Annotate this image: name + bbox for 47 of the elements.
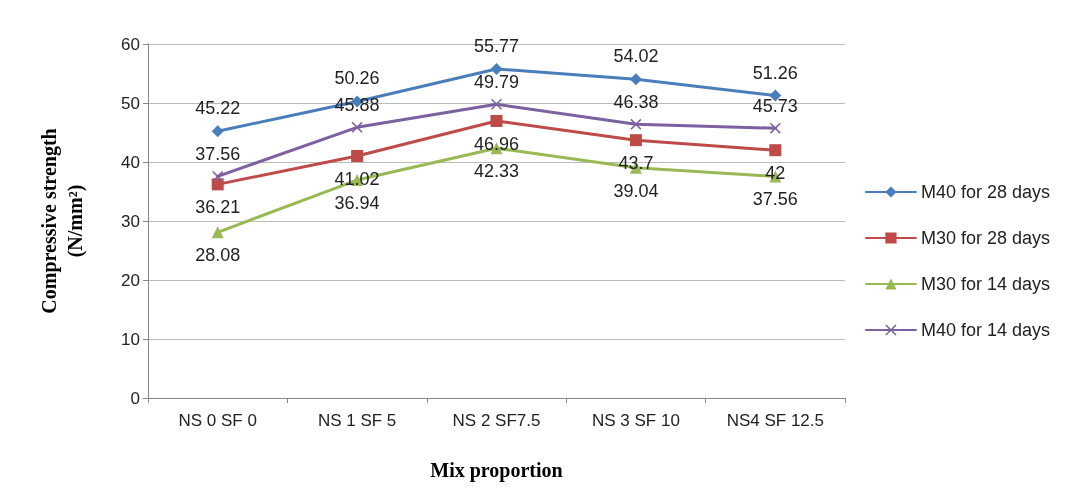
x-tick-label: NS4 SF 12.5 — [726, 411, 824, 430]
point — [490, 62, 503, 75]
data-label: 36.94 — [334, 193, 380, 214]
data-label: 46.96 — [473, 133, 520, 154]
point — [211, 125, 224, 138]
y-tick-label: 50 — [121, 93, 140, 113]
y-axis-title: Compressive strength (N/mm²) — [38, 128, 87, 314]
point — [490, 114, 503, 127]
data-label: 46.38 — [613, 91, 659, 112]
y-tick-label: 10 — [121, 329, 140, 349]
data-label: 28.08 — [195, 245, 241, 266]
point — [769, 144, 782, 157]
y-tick-label: 60 — [121, 34, 140, 54]
legend-label: M40 for 28 days — [920, 182, 1051, 202]
point — [351, 149, 364, 162]
data-label: 49.79 — [473, 71, 520, 92]
x-tick-label: NS 1 SF 5 — [317, 411, 397, 430]
x-tick-label: NS 0 SF 0 — [178, 411, 257, 430]
x-tick-label: NS 2 SF7.5 — [452, 411, 541, 430]
data-label: 45.22 — [195, 98, 241, 119]
data-label: 45.73 — [752, 95, 798, 116]
y-tick-label: 0 — [130, 388, 140, 408]
x-axis-title: Mix proportion — [430, 459, 563, 482]
point — [630, 118, 642, 130]
point — [211, 226, 224, 239]
point — [212, 170, 224, 182]
point — [351, 121, 363, 133]
y-tick-label: 30 — [121, 211, 140, 231]
point — [491, 98, 502, 110]
point — [629, 134, 642, 147]
data-label: 55.77 — [473, 35, 520, 56]
legend-label: M30 for 14 days — [920, 274, 1051, 294]
y-tick-label: 40 — [121, 152, 140, 172]
legend-label: M30 for 28 days — [920, 228, 1051, 248]
data-label: 39.04 — [613, 180, 659, 201]
x-tick-label: NS 3 SF 10 — [591, 411, 680, 430]
data-label: 37.56 — [195, 143, 241, 164]
point — [629, 73, 642, 86]
data-label: 50.26 — [334, 68, 380, 89]
data-label: 54.02 — [613, 46, 659, 67]
y-tick-label: 20 — [121, 270, 140, 290]
data-label: 42.33 — [473, 161, 520, 182]
legend-label: M40 for 14 days — [920, 320, 1051, 340]
data-label: 36.21 — [195, 197, 241, 218]
data-label: 51.26 — [752, 62, 798, 83]
data-label: 37.56 — [752, 189, 798, 210]
point — [769, 122, 781, 134]
